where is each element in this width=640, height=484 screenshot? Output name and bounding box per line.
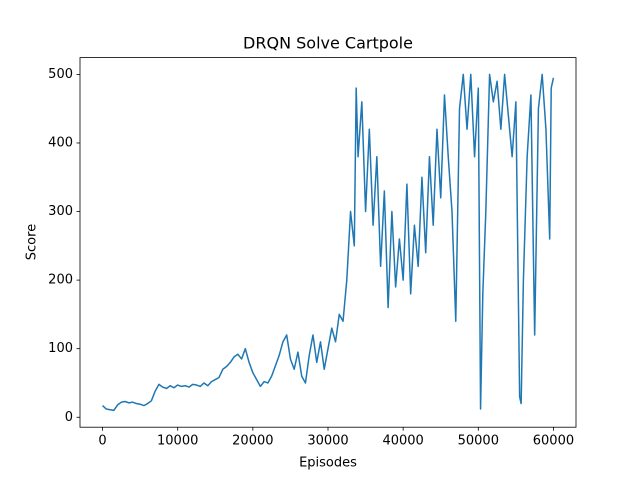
x-tick-label: 40000: [382, 434, 423, 449]
y-tick-label: 500: [48, 67, 73, 82]
y-tick-label: 100: [48, 341, 73, 356]
y-tick-label: 200: [48, 273, 73, 288]
chart-title: DRQN Solve Cartpole: [243, 34, 413, 53]
y-tick-label: 0: [65, 410, 73, 425]
y-tick-label: 300: [48, 204, 73, 219]
axes-frame: [79, 57, 577, 428]
x-tick-label: 30000: [307, 434, 348, 449]
x-tick-label: 0: [98, 434, 106, 449]
x-tick-label: 60000: [533, 434, 574, 449]
x-tick-label: 50000: [458, 434, 499, 449]
x-tick-label: 10000: [157, 434, 198, 449]
line: [102, 73, 555, 412]
x-tick-label: 20000: [232, 434, 273, 449]
x-axis-label: Episodes: [299, 456, 357, 471]
y-tick-label: 400: [48, 135, 73, 150]
y-axis-label: Score: [25, 224, 40, 260]
